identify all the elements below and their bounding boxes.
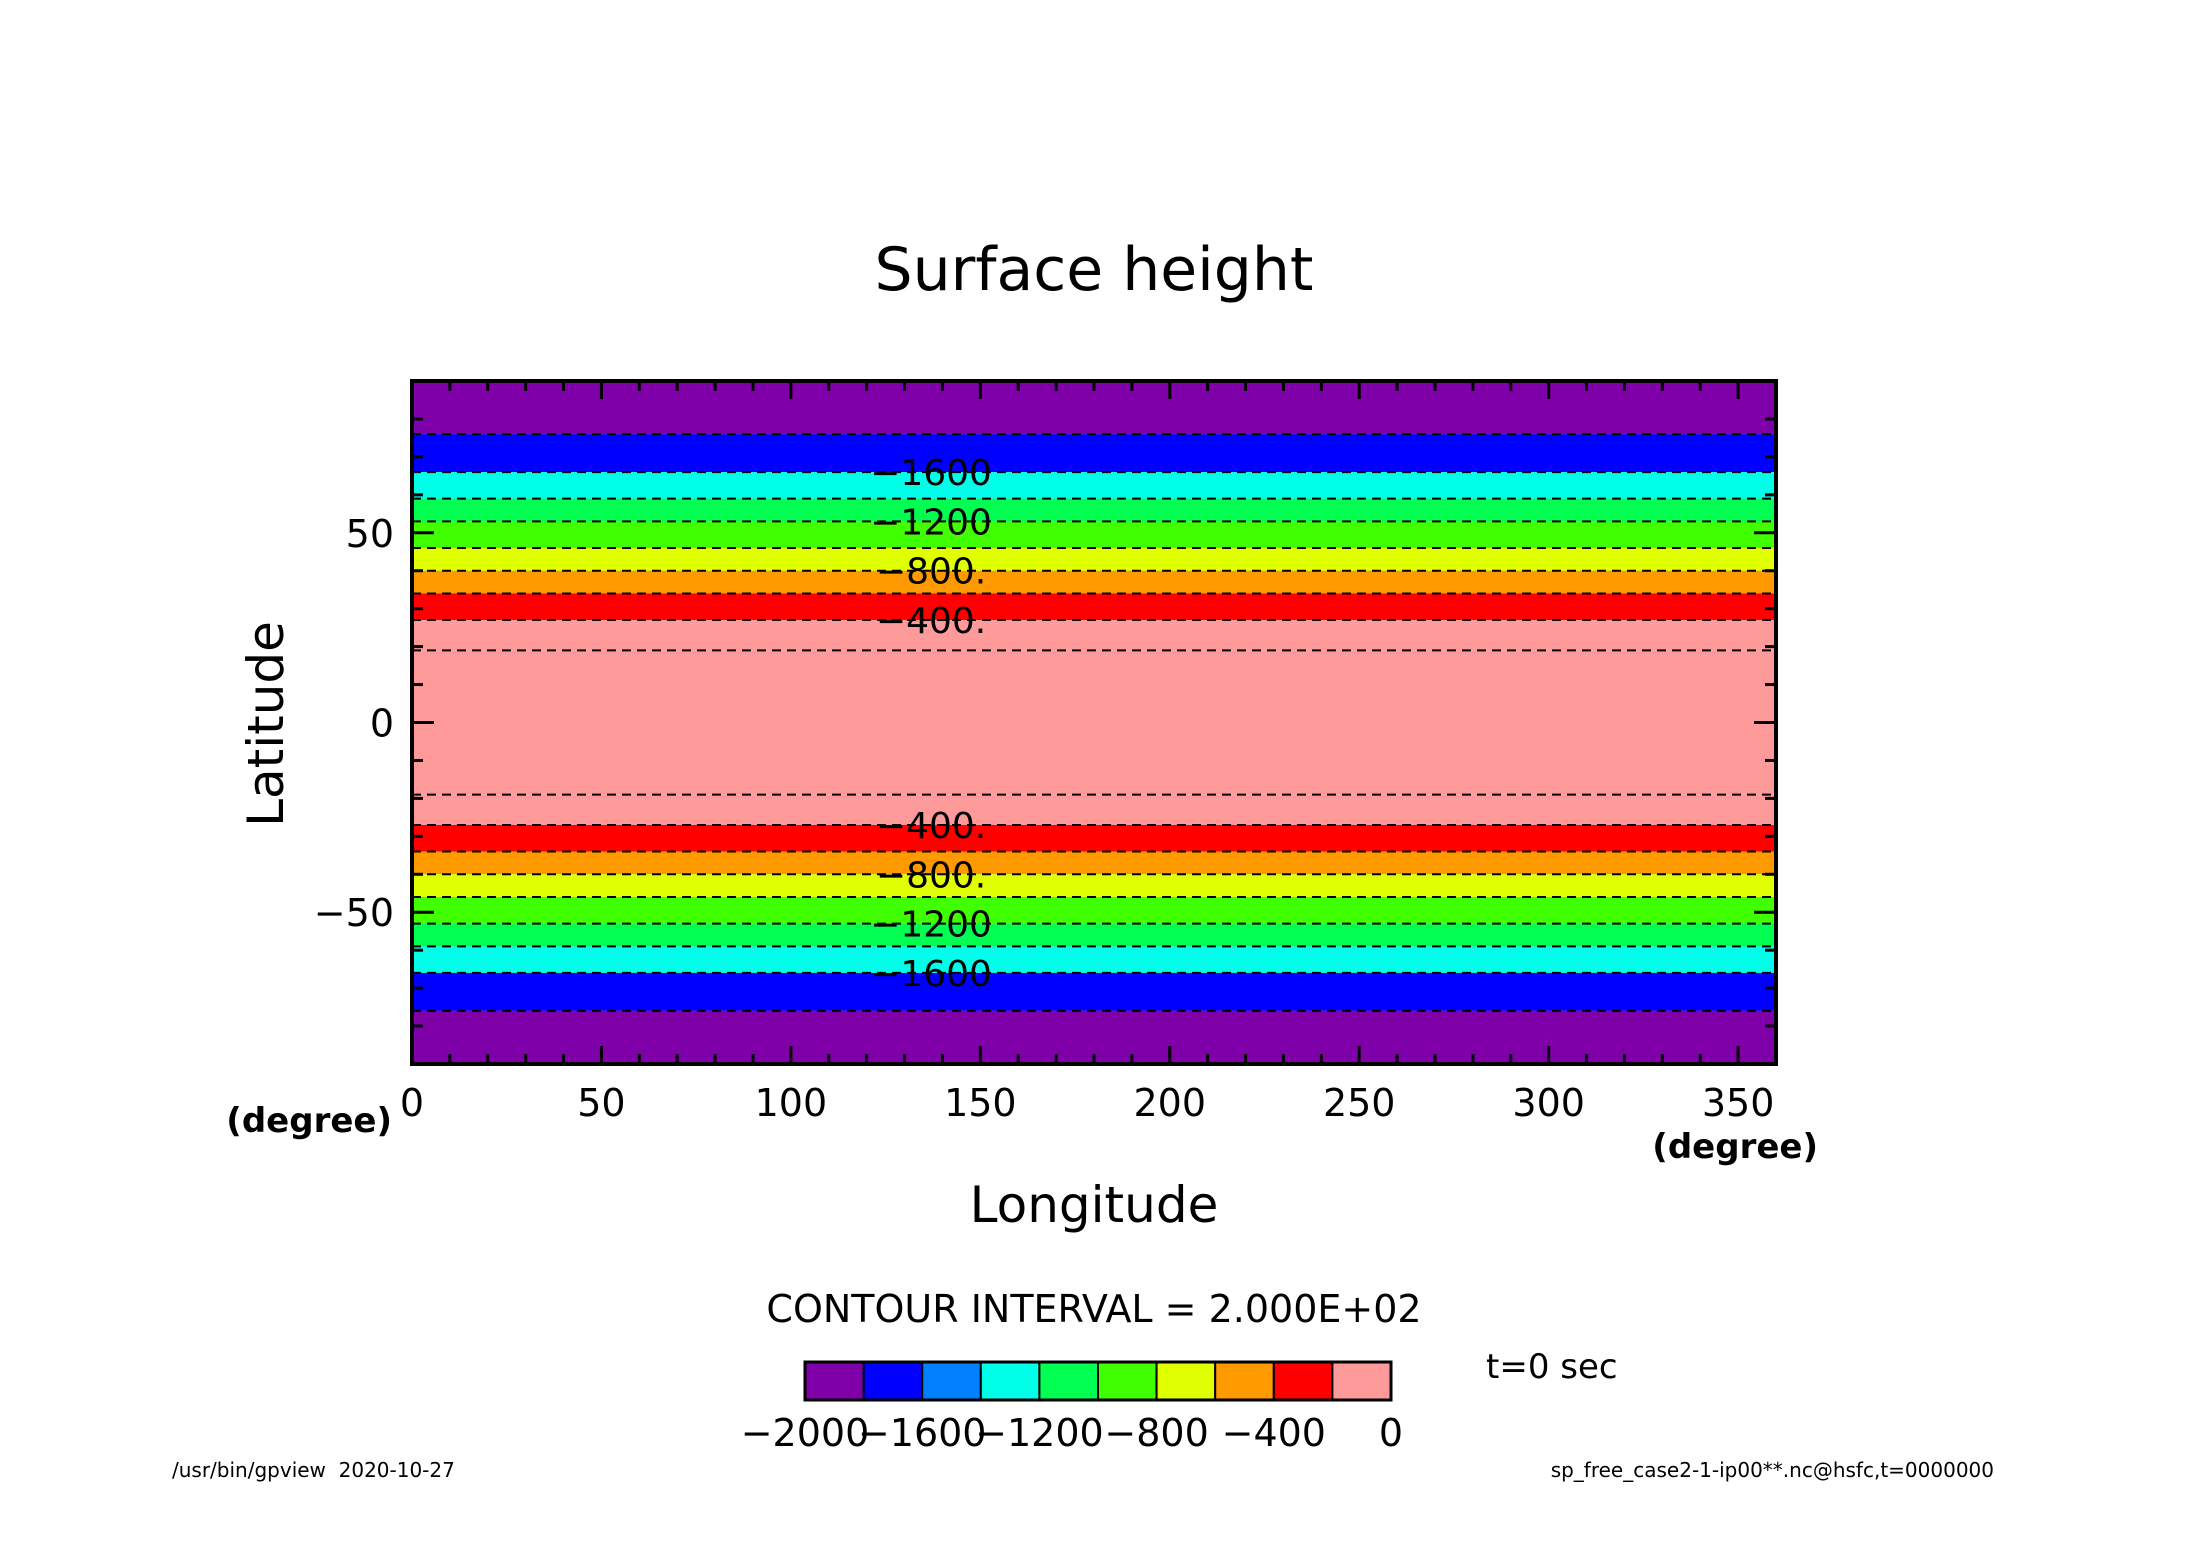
x-tick-label: 200 [1134, 1081, 1207, 1125]
colorbar-swatch [979, 1361, 1041, 1401]
colorbar-tick-label: −400 [1222, 1411, 1326, 1455]
x-tick-label: 250 [1323, 1081, 1396, 1125]
time-label: t=0 sec [1486, 1347, 1618, 1387]
x-tick-labels: 0 50 100 150 200 250 300 350 [400, 1081, 1774, 1125]
y-tick-label: 50 [346, 512, 394, 556]
band [412, 570, 1776, 594]
colorbar-swatch [1155, 1361, 1217, 1401]
x-axis-label: Longitude [970, 1176, 1219, 1234]
band [412, 498, 1776, 522]
colorbar-swatch [1038, 1361, 1100, 1401]
contour-label: −400. [876, 601, 986, 642]
band [412, 946, 1776, 973]
y-axis-label: Latitude [237, 621, 295, 827]
band [412, 547, 1776, 571]
colorbar-tick-label: −1200 [975, 1411, 1104, 1455]
band [412, 874, 1776, 898]
colorbar-swatch [921, 1361, 982, 1401]
contour-label: −1200 [870, 502, 992, 543]
x-tick-label: 100 [755, 1081, 828, 1125]
contour-label: −1600 [870, 954, 992, 995]
band [412, 650, 1776, 795]
colorbar-swatch [1331, 1361, 1393, 1401]
band [412, 434, 1776, 473]
y-tick-label: −50 [314, 891, 394, 935]
colorbar [803, 1360, 1393, 1402]
y-axis-unit: (degree) [226, 1101, 392, 1141]
contour-label: −1600 [870, 453, 992, 494]
colorbar-tick-label: 0 [1379, 1411, 1403, 1455]
colorbar-swatch [1097, 1361, 1158, 1401]
footer-left: /usr/bin/gpview 2020-10-27 [172, 1458, 455, 1482]
colorbar-swatch [862, 1361, 924, 1401]
band [412, 593, 1776, 621]
band [412, 620, 1776, 651]
colorbar-tick-label: −1600 [858, 1411, 987, 1455]
chart-title: Surface height [875, 235, 1314, 305]
x-tick-label: 350 [1702, 1081, 1775, 1125]
colorbar-swatch [1214, 1361, 1275, 1401]
x-axis-unit: (degree) [1652, 1127, 1818, 1167]
colorbar-swatch [804, 1361, 865, 1401]
plot-bands [412, 381, 1776, 1064]
contour-lines [412, 433, 1776, 1012]
band [412, 897, 1776, 924]
band [412, 923, 1776, 947]
y-tick-labels: 50 0 −50 [314, 512, 394, 935]
y-tick-label: 0 [370, 702, 394, 746]
x-tick-label: 50 [577, 1081, 625, 1125]
contour-label: −800. [876, 552, 986, 593]
colorbar-frame [803, 1360, 1393, 1402]
colorbar-swatch [1272, 1361, 1334, 1401]
contour-labels: −1600 −1200 −800. −400. −400. −800. −1200 −1600 [870, 453, 992, 995]
footer-right: sp_free_case2-1-ip00**.nc@hsfc,t=0000000 [1551, 1458, 1994, 1482]
band [412, 972, 1776, 1011]
plot-frame [410, 379, 1778, 1066]
band [412, 794, 1776, 825]
x-tick-label: 0 [400, 1081, 424, 1125]
band [412, 851, 1776, 875]
band [412, 472, 1776, 499]
colorbar-tick-labels: −2000−1600−1200 −800 −400 0 [741, 1411, 1403, 1455]
contour-label: −800. [876, 855, 986, 896]
contour-label: −1200 [870, 905, 992, 946]
colorbar-tick-label: −2000 [741, 1411, 870, 1455]
x-tick-label: 150 [944, 1081, 1017, 1125]
contour-label: −400. [876, 806, 986, 847]
band [412, 824, 1776, 852]
band [412, 521, 1776, 548]
x-tick-label: 300 [1512, 1081, 1585, 1125]
contour-interval-text: CONTOUR INTERVAL = 2.000E+02 [766, 1287, 1421, 1331]
colorbar-tick-label: −800 [1104, 1411, 1208, 1455]
